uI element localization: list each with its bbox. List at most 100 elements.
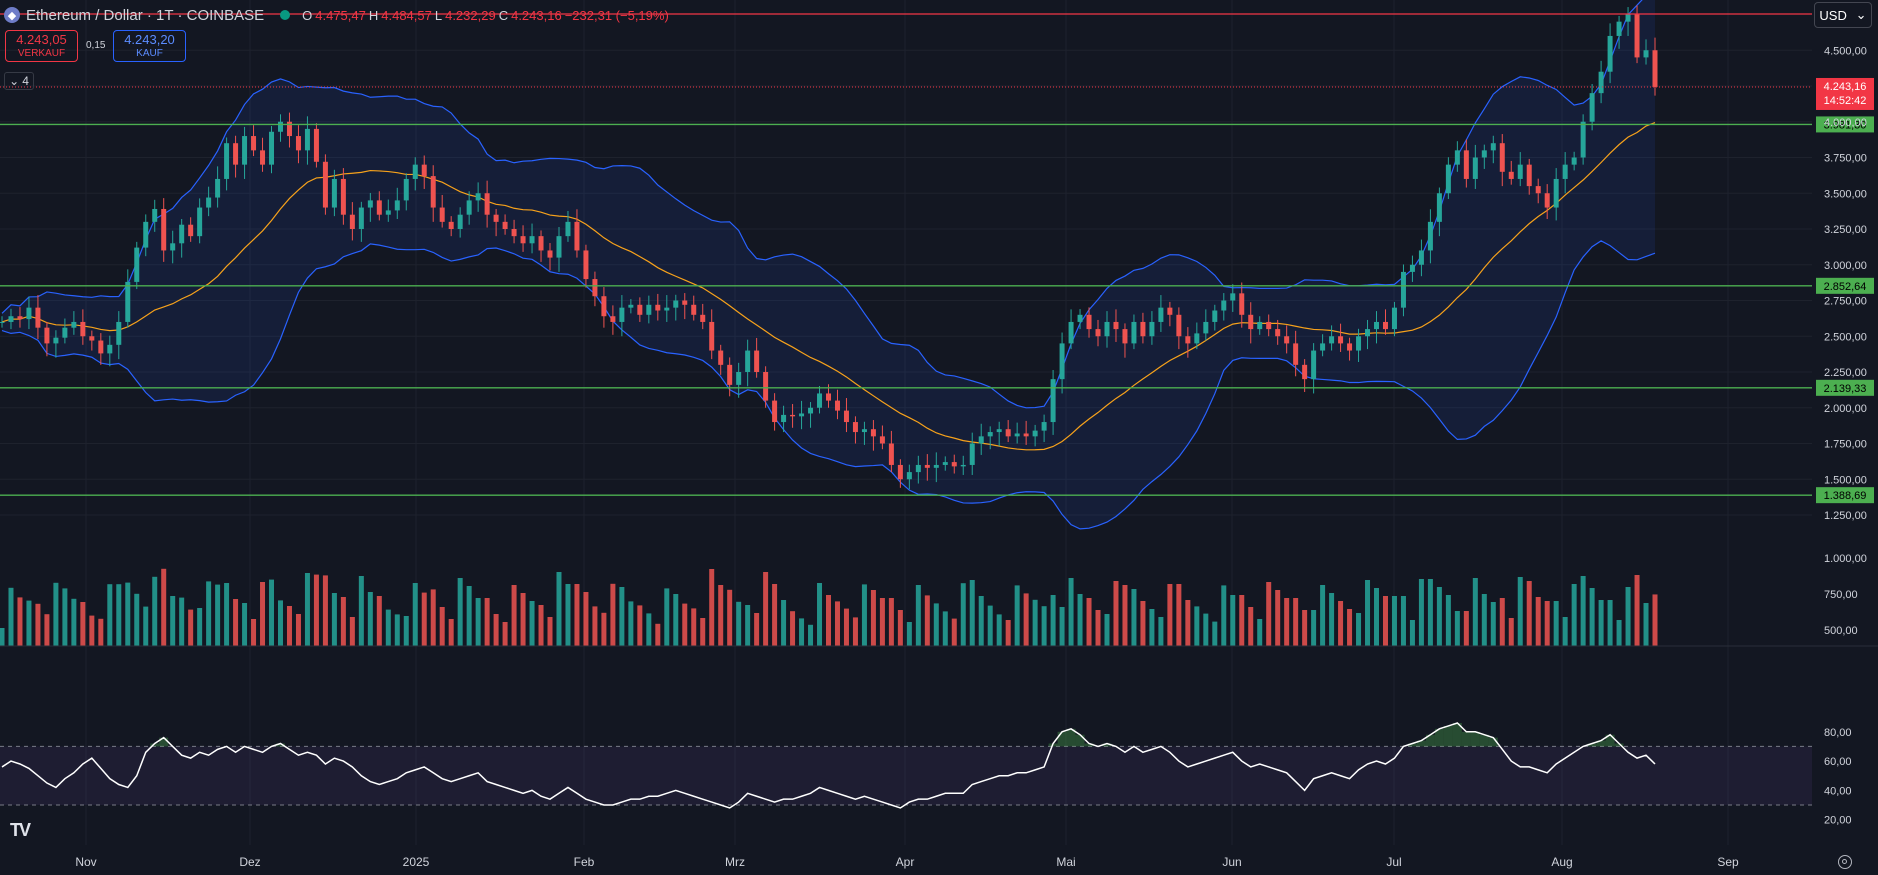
- volume-bar: [834, 601, 840, 646]
- indicators-toggle[interactable]: ⌄ 4: [4, 72, 34, 90]
- volume-bar: [134, 593, 140, 646]
- volume-bar: [1347, 609, 1353, 646]
- candle-body: [340, 178, 346, 215]
- candle-body: [933, 464, 939, 468]
- bollinger-lower-line: [1, 240, 1656, 530]
- candle-body: [1490, 143, 1496, 151]
- volume-bar: [1445, 595, 1451, 646]
- volume-bar: [170, 596, 176, 646]
- volume-bar: [879, 598, 885, 646]
- candle-body: [1284, 336, 1290, 344]
- candle-body: [511, 229, 517, 237]
- volume-bar: [951, 618, 957, 646]
- currency-select[interactable]: USD ⌄: [1814, 2, 1872, 28]
- volume-bar: [1490, 602, 1496, 646]
- rsi-overbought-fill: [1434, 728, 1444, 747]
- rsi-overbought-fill: [1443, 725, 1453, 747]
- candle-body: [206, 197, 212, 208]
- price-axis-label: 1.000,00: [1824, 553, 1867, 565]
- candle-body: [1248, 314, 1254, 330]
- price-axis-label: 1.500,00: [1824, 474, 1867, 486]
- candle-body: [763, 372, 769, 401]
- volume-bar: [817, 583, 823, 646]
- volume-bar: [583, 592, 589, 646]
- candle-body: [592, 279, 598, 297]
- candle-body: [125, 281, 131, 322]
- ohlc-close-value: 4.243,16: [511, 7, 562, 23]
- price-axis-label: 2.500,00: [1824, 331, 1867, 343]
- volume-bar: [1652, 594, 1658, 646]
- candle-body: [1041, 422, 1047, 431]
- volume-bar: [179, 597, 185, 646]
- candle-body: [349, 214, 355, 229]
- candle-body: [1652, 50, 1658, 88]
- volume-bar: [1436, 587, 1442, 646]
- candle-body: [331, 178, 337, 208]
- volume-bar: [367, 592, 373, 646]
- candle-body: [906, 472, 912, 480]
- volume-bar: [143, 606, 149, 646]
- volume-bar: [933, 603, 939, 646]
- candle-body: [1553, 178, 1559, 208]
- volume-bar: [960, 583, 966, 646]
- candle-body: [1409, 264, 1415, 272]
- buy-button[interactable]: 4.243,20 KAUF: [113, 30, 186, 62]
- volume-bar: [1643, 603, 1649, 646]
- ohlc-high-value: 4.484,57: [381, 7, 432, 23]
- rsi-line: [1, 722, 1656, 809]
- candle-body: [1391, 307, 1397, 330]
- candle-body: [1356, 336, 1362, 351]
- candle-body: [1302, 364, 1308, 380]
- volume-bar: [511, 585, 517, 646]
- candle-body: [1122, 329, 1128, 344]
- candle-body: [1212, 310, 1218, 322]
- volume-bar: [62, 588, 68, 646]
- candle-body: [304, 128, 310, 151]
- time-axis-label: 2025: [403, 855, 430, 869]
- candle-body: [1050, 379, 1056, 423]
- candle-body: [1329, 336, 1335, 344]
- volume-bar: [1113, 581, 1119, 646]
- volume-bar: [565, 584, 571, 646]
- last-price-tag: [1816, 77, 1874, 110]
- candle-body: [277, 121, 283, 132]
- volume-bar: [745, 605, 751, 646]
- rsi-overbought-fill: [1416, 740, 1426, 747]
- countdown-label: 14:52:42: [1824, 95, 1867, 107]
- price-axis-label: 1.250,00: [1824, 510, 1867, 522]
- candle-body: [26, 307, 32, 320]
- tradingview-logo[interactable]: TV: [10, 820, 31, 840]
- sell-button[interactable]: 4.243,05 VERKAUF: [5, 30, 78, 62]
- candle-body: [1445, 164, 1451, 194]
- volume-bar: [664, 588, 670, 646]
- time-axis-label: Jun: [1222, 855, 1241, 869]
- volume-bar: [1454, 611, 1460, 646]
- candle-body: [1032, 430, 1038, 437]
- volume-bar: [1526, 581, 1532, 646]
- level-price-tag: [1816, 379, 1874, 396]
- volume-bar: [403, 616, 409, 646]
- candle-body: [1059, 343, 1065, 380]
- volume-bar: [53, 582, 59, 646]
- candle-body: [664, 307, 670, 311]
- volume-bar: [1203, 613, 1209, 646]
- gear-icon[interactable]: [1838, 855, 1852, 869]
- rsi-overbought-fill: [1452, 722, 1462, 747]
- volume-bar: [897, 610, 903, 646]
- candle-body: [996, 429, 1002, 433]
- bollinger-upper-line: [1, 0, 1643, 409]
- ethereum-icon: ◆: [4, 7, 20, 23]
- volume-bar: [1571, 584, 1577, 646]
- volume-bar: [35, 603, 41, 646]
- volume-bar: [1589, 588, 1595, 646]
- time-axis-label: Mai: [1056, 855, 1075, 869]
- ohlc-change: −232,31 (−5,19%): [564, 7, 669, 23]
- volume-bar: [1311, 610, 1317, 646]
- volume-bar: [1418, 579, 1424, 646]
- price-axis-label: 2.000,00: [1824, 403, 1867, 415]
- volume-bar: [978, 596, 984, 646]
- volume-bar: [1086, 598, 1092, 646]
- candle-body: [188, 224, 194, 237]
- symbol-title[interactable]: Ethereum / Dollar · 1T · COINBASE: [26, 6, 265, 24]
